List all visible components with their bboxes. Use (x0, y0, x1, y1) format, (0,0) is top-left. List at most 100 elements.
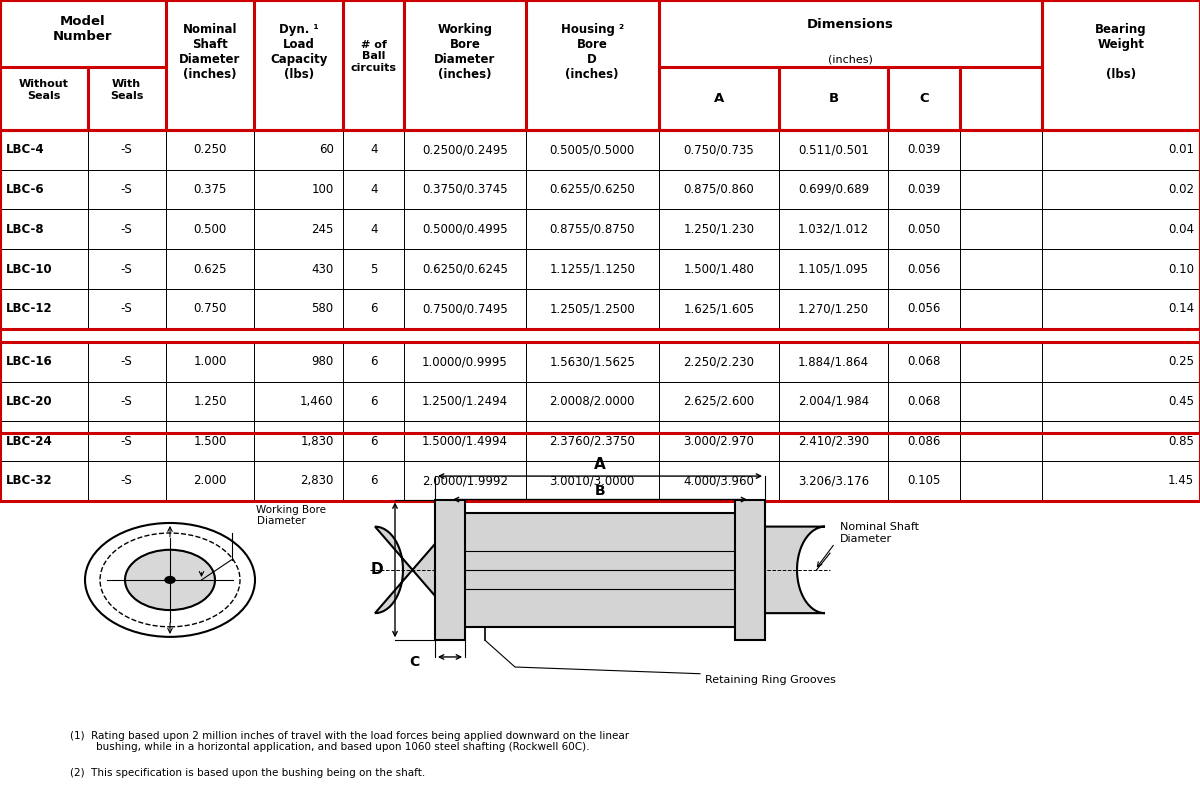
Text: LBC-16: LBC-16 (6, 355, 53, 368)
Text: 0.500: 0.500 (193, 223, 227, 235)
Text: 1.0000/0.9995: 1.0000/0.9995 (422, 355, 508, 368)
Text: 100: 100 (311, 183, 334, 196)
Bar (450, 513, 750, 627)
Text: -S: -S (121, 435, 132, 448)
Text: LBC-12: LBC-12 (6, 302, 53, 316)
Text: A: A (594, 457, 606, 472)
Text: LBC-20: LBC-20 (6, 395, 53, 408)
Text: -S: -S (121, 263, 132, 276)
Text: 0.14: 0.14 (1168, 302, 1194, 316)
Text: -S: -S (121, 474, 132, 488)
Text: 980: 980 (311, 355, 334, 368)
Text: 0.3750/0.3745: 0.3750/0.3745 (422, 183, 508, 196)
Polygon shape (374, 526, 450, 613)
Text: LBC-6: LBC-6 (6, 183, 44, 196)
Text: 1.500/1.480: 1.500/1.480 (683, 263, 755, 276)
Text: 0.086: 0.086 (907, 435, 941, 448)
Text: 1.500: 1.500 (193, 435, 227, 448)
Text: 1.625/1.605: 1.625/1.605 (683, 302, 755, 316)
Text: 0.6250/0.6245: 0.6250/0.6245 (422, 263, 508, 276)
Text: Nominal Shaft
Diameter: Nominal Shaft Diameter (840, 522, 919, 544)
Text: 430: 430 (311, 263, 334, 276)
Text: 0.068: 0.068 (907, 395, 941, 408)
Text: (1)  Rating based upon 2 million inches of travel with the load forces being app: (1) Rating based upon 2 million inches o… (70, 731, 629, 752)
Circle shape (166, 577, 175, 583)
Text: 1.5630/1.5625: 1.5630/1.5625 (550, 355, 635, 368)
Text: 0.250: 0.250 (193, 143, 227, 156)
Text: B: B (828, 92, 839, 105)
Text: 0.625: 0.625 (193, 263, 227, 276)
Text: LBC-4: LBC-4 (6, 143, 44, 156)
Text: Model
Number: Model Number (53, 15, 113, 43)
Text: 0.375: 0.375 (193, 183, 227, 196)
Text: (inches): (inches) (828, 54, 872, 64)
Text: 0.750/0.735: 0.750/0.735 (684, 143, 754, 156)
Text: 0.04: 0.04 (1168, 223, 1194, 235)
Text: 0.056: 0.056 (907, 263, 941, 276)
Text: -S: -S (121, 355, 132, 368)
Text: (2)  This specification is based upon the bushing being on the shaft.: (2) This specification is based upon the… (70, 767, 425, 778)
Text: Dyn. ¹
Load
Capacity
(lbs): Dyn. ¹ Load Capacity (lbs) (270, 23, 328, 81)
Text: 0.5000/0.4995: 0.5000/0.4995 (422, 223, 508, 235)
Text: 0.105: 0.105 (907, 474, 941, 488)
Text: 2.625/2.600: 2.625/2.600 (683, 395, 755, 408)
Text: LBC-10: LBC-10 (6, 263, 53, 276)
Text: 0.10: 0.10 (1168, 263, 1194, 276)
Text: 1.250/1.230: 1.250/1.230 (683, 223, 755, 235)
Text: Bearing
Weight

(lbs): Bearing Weight (lbs) (1094, 23, 1147, 81)
Text: 6: 6 (370, 355, 378, 368)
Text: 0.068: 0.068 (907, 355, 941, 368)
Text: 2.0000/1.9992: 2.0000/1.9992 (422, 474, 508, 488)
Text: 2.004/1.984: 2.004/1.984 (798, 395, 869, 408)
Text: 0.02: 0.02 (1168, 183, 1194, 196)
Bar (0, 342, 1200, 501)
Text: 1.270/1.250: 1.270/1.250 (798, 302, 869, 316)
Text: 1.032/1.012: 1.032/1.012 (798, 223, 869, 235)
Text: 1.000: 1.000 (193, 355, 227, 368)
Text: 1,830: 1,830 (300, 435, 334, 448)
Text: LBC-32: LBC-32 (6, 474, 53, 488)
Text: 4: 4 (370, 223, 378, 235)
Text: -S: -S (121, 143, 132, 156)
Text: 2.410/2.390: 2.410/2.390 (798, 435, 869, 448)
Text: 0.039: 0.039 (907, 183, 941, 196)
Text: Working Bore
Diameter: Working Bore Diameter (257, 505, 326, 526)
Text: 3.0010/3.0000: 3.0010/3.0000 (550, 474, 635, 488)
Text: 0.050: 0.050 (907, 223, 941, 235)
Text: D: D (371, 562, 383, 578)
Text: 6: 6 (370, 474, 378, 488)
Text: LBC-8: LBC-8 (6, 223, 44, 235)
Text: -S: -S (121, 302, 132, 316)
Circle shape (125, 549, 215, 610)
Text: 3.000/2.970: 3.000/2.970 (683, 435, 755, 448)
Text: 0.5005/0.5000: 0.5005/0.5000 (550, 143, 635, 156)
Text: Working
Bore
Diameter
(inches): Working Bore Diameter (inches) (434, 23, 496, 81)
Text: 0.056: 0.056 (907, 302, 941, 316)
Text: -S: -S (121, 223, 132, 235)
Text: 6: 6 (370, 395, 378, 408)
Text: 0.750: 0.750 (193, 302, 227, 316)
Text: 2.000: 2.000 (193, 474, 227, 488)
Text: Retaining Ring Grooves: Retaining Ring Grooves (706, 675, 836, 686)
Text: 0.45: 0.45 (1168, 395, 1194, 408)
Text: 60: 60 (319, 143, 334, 156)
Text: 1,460: 1,460 (300, 395, 334, 408)
Text: 0.6255/0.6250: 0.6255/0.6250 (550, 183, 635, 196)
Text: 2.250/2.230: 2.250/2.230 (683, 355, 755, 368)
Text: 3.206/3.176: 3.206/3.176 (798, 474, 869, 488)
Text: # of
Ball
circuits: # of Ball circuits (350, 39, 397, 73)
Text: 4.000/3.960: 4.000/3.960 (683, 474, 755, 488)
Text: 1.2505/1.2500: 1.2505/1.2500 (550, 302, 635, 316)
Text: Dimensions: Dimensions (806, 18, 894, 31)
Text: 0.875/0.860: 0.875/0.860 (684, 183, 754, 196)
Text: 1.884/1.864: 1.884/1.864 (798, 355, 869, 368)
Polygon shape (750, 526, 826, 613)
Text: 1.105/1.095: 1.105/1.095 (798, 263, 869, 276)
Text: 580: 580 (312, 302, 334, 316)
Bar (0, 130, 1200, 328)
Text: With
Seals: With Seals (110, 79, 143, 101)
Text: 2,830: 2,830 (300, 474, 334, 488)
Text: B: B (595, 485, 605, 498)
Text: 2.3760/2.3750: 2.3760/2.3750 (550, 435, 635, 448)
Text: 0.25: 0.25 (1168, 355, 1194, 368)
